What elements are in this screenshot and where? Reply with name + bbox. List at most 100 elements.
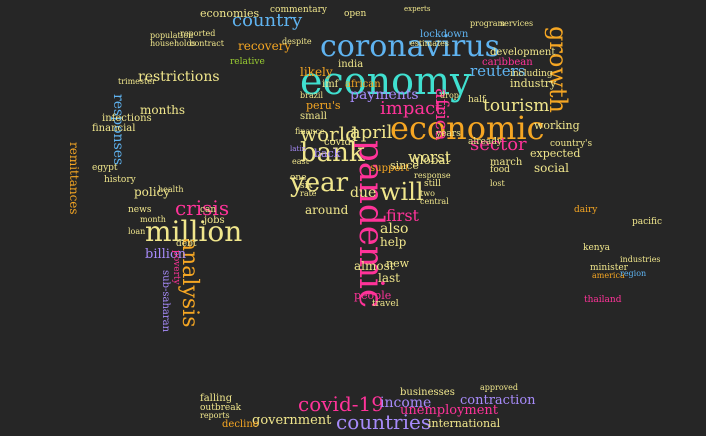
word-million: million bbox=[145, 215, 243, 248]
word-last: last bbox=[378, 271, 400, 285]
word-commentary: commentary bbox=[270, 5, 328, 15]
word-response: response bbox=[414, 171, 451, 180]
word-april: april bbox=[350, 122, 393, 143]
word-month: month bbox=[140, 215, 166, 224]
word-support: support bbox=[370, 163, 410, 174]
word-despite: despite bbox=[282, 37, 312, 46]
word-history: history bbox=[104, 175, 136, 185]
word-worst: worst bbox=[408, 148, 451, 166]
word-lost: lost bbox=[490, 179, 505, 188]
word-households: households bbox=[150, 39, 196, 48]
word-infections: infections bbox=[102, 113, 152, 124]
word-global: global bbox=[412, 153, 450, 167]
word-including: including bbox=[510, 69, 553, 79]
word-covid: covid bbox=[324, 137, 351, 148]
word-working: working bbox=[534, 119, 580, 132]
word-will: will bbox=[380, 178, 424, 206]
word-sub-saharan: sub-saharan bbox=[160, 270, 171, 333]
word-drop: drop bbox=[440, 91, 459, 100]
word-lockdown: lockdown bbox=[420, 29, 469, 40]
word-restrictions: restrictions bbox=[138, 69, 220, 85]
word-industries: industries bbox=[620, 255, 661, 264]
word-rate: rate bbox=[300, 189, 317, 198]
word-debt: debt bbox=[176, 239, 197, 249]
word-crisis: crisis bbox=[175, 196, 230, 220]
word-recovery: recovery bbox=[238, 39, 292, 53]
word-covid-19: covid-19 bbox=[298, 392, 384, 416]
word-outbreak: outbreak bbox=[200, 403, 242, 413]
word-open: open bbox=[344, 9, 367, 19]
word-brazil: brazil bbox=[300, 91, 324, 100]
word-estimates: estimates bbox=[410, 39, 450, 48]
word-egypt: egypt bbox=[92, 163, 118, 173]
word-businesses: businesses bbox=[400, 387, 455, 398]
word-two: two bbox=[420, 189, 435, 198]
word-program: program bbox=[470, 19, 506, 28]
word-social: social bbox=[534, 161, 569, 175]
word-remittances: remittances bbox=[67, 142, 81, 215]
word-thailand: thailand bbox=[584, 295, 622, 305]
word-countries: countries bbox=[336, 410, 432, 434]
word-travel: travel bbox=[372, 299, 399, 309]
word-tourism: tourism bbox=[483, 96, 550, 116]
word-policy: policy bbox=[134, 185, 171, 199]
word-pacific: pacific bbox=[632, 217, 663, 227]
word-still: still bbox=[424, 179, 441, 189]
word-government: government bbox=[252, 413, 332, 428]
word-since: since bbox=[390, 159, 419, 172]
word-new: new bbox=[386, 257, 410, 270]
word-years: years bbox=[436, 129, 461, 139]
word-central: central bbox=[420, 197, 449, 206]
word-jobs: jobs bbox=[204, 215, 225, 226]
word-services: services bbox=[500, 19, 534, 28]
word-expected: expected bbox=[530, 147, 581, 160]
word-likely: likely bbox=[300, 65, 333, 79]
word-approved: approved bbox=[480, 383, 519, 392]
word-falling: falling bbox=[200, 393, 233, 404]
word-loan: loan bbox=[128, 227, 146, 236]
word-international: international bbox=[428, 417, 501, 430]
word-sector: sector bbox=[470, 134, 527, 155]
word-country-s: country's bbox=[550, 139, 593, 149]
word-months: months bbox=[140, 103, 186, 117]
word-minister: minister bbox=[590, 263, 628, 273]
word-back: back bbox=[314, 147, 341, 160]
word-reports: reports bbox=[200, 411, 230, 420]
word-small: small bbox=[300, 111, 327, 122]
word-one: one bbox=[290, 173, 307, 183]
word-impact: impact bbox=[380, 98, 443, 119]
word-billion: billion bbox=[145, 247, 187, 262]
word-trimester: trimester bbox=[118, 77, 156, 86]
word-kenya: kenya bbox=[583, 243, 611, 253]
word-people: people bbox=[354, 289, 392, 302]
word-coronavirus: coronavirus bbox=[320, 29, 501, 64]
word-contract: contract bbox=[190, 39, 224, 48]
word-economic: economic bbox=[390, 109, 545, 147]
word-bank: bank bbox=[300, 138, 365, 168]
word-first: first bbox=[386, 206, 419, 225]
word-also: also bbox=[380, 221, 409, 237]
word-health: health bbox=[158, 185, 184, 194]
word-payments: payments bbox=[350, 87, 419, 103]
word-can: can bbox=[200, 205, 217, 215]
word-east: east bbox=[292, 157, 309, 166]
word-economy: economy bbox=[300, 59, 472, 103]
word-imf: imf bbox=[322, 79, 339, 90]
word-six: six bbox=[300, 181, 313, 191]
word-caribbean: caribbean bbox=[482, 57, 533, 68]
word-population: population bbox=[150, 31, 194, 40]
word-development: development bbox=[490, 47, 556, 58]
word-industry: industry bbox=[510, 77, 557, 90]
word-world: world bbox=[300, 122, 358, 146]
word-dairy: dairy bbox=[574, 205, 598, 215]
word-half: half bbox=[468, 95, 486, 105]
word-financial: financial bbox=[92, 123, 136, 134]
word-india: india bbox=[338, 59, 364, 70]
word-economies: economies bbox=[200, 7, 260, 20]
word-african: african bbox=[345, 79, 381, 90]
word-relative: relative bbox=[230, 57, 265, 67]
word-finance: finance bbox=[295, 127, 325, 136]
word-peru-s: peru's bbox=[306, 99, 341, 112]
word-around: around bbox=[305, 203, 349, 217]
